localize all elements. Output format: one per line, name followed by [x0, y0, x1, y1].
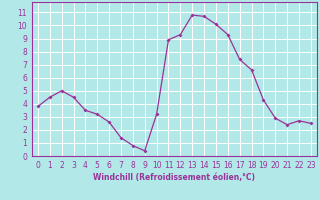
- X-axis label: Windchill (Refroidissement éolien,°C): Windchill (Refroidissement éolien,°C): [93, 173, 255, 182]
